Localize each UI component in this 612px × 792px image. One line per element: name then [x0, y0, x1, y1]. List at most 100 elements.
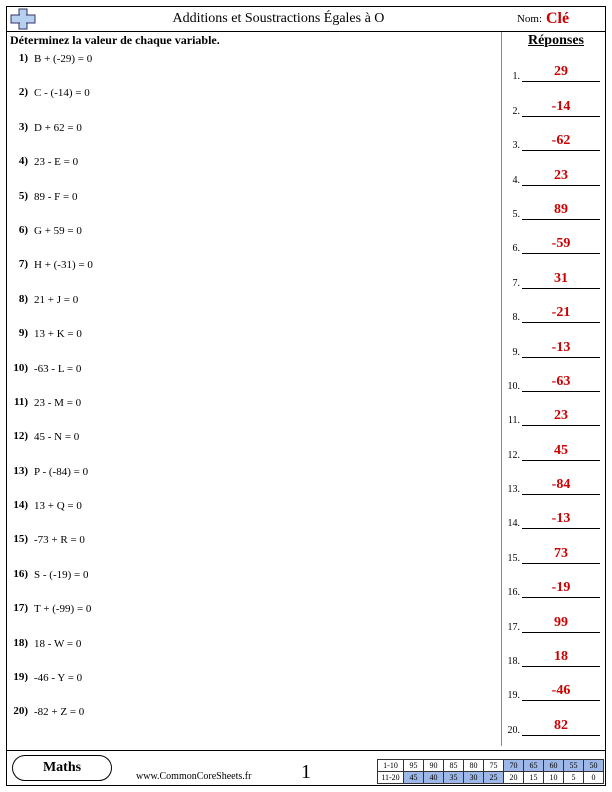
- answer-number: 18.: [506, 656, 522, 667]
- problem-equation: H + (-31) = 0: [34, 258, 93, 271]
- answer-value: -13: [522, 511, 600, 529]
- answer-number: 14.: [506, 518, 522, 529]
- problem-row: 20)-82 + Z = 0: [12, 705, 492, 739]
- problem-equation: -82 + Z = 0: [34, 705, 84, 718]
- answer-value: 23: [522, 168, 600, 186]
- site-url: www.CommonCoreSheets.fr: [136, 771, 251, 782]
- problem-row: 18)18 - W = 0: [12, 637, 492, 671]
- worksheet-header: Additions et Soustractions Égales à O No…: [6, 6, 606, 32]
- score-cell: 80: [464, 760, 484, 772]
- problem-number: 20): [12, 705, 34, 717]
- problem-row: 5)89 - F = 0: [12, 190, 492, 224]
- score-cell: 20: [504, 772, 524, 784]
- answer-number: 12.: [506, 450, 522, 461]
- score-cell: 15: [524, 772, 544, 784]
- answer-value: 18: [522, 649, 600, 667]
- answer-value: 82: [522, 718, 600, 736]
- score-cell: 90: [424, 760, 444, 772]
- problem-row: 15)-73 + R = 0: [12, 533, 492, 567]
- answer-value: -84: [522, 477, 600, 495]
- answer-number: 20.: [506, 725, 522, 736]
- score-cell: 55: [564, 760, 584, 772]
- problem-number: 11): [12, 396, 34, 408]
- score-cell: 60: [544, 760, 564, 772]
- answer-row: 10.-63: [506, 362, 600, 396]
- problem-number: 17): [12, 602, 34, 614]
- instruction-text: Déterminez la valeur de chaque variable.: [10, 33, 220, 48]
- answer-number: 4.: [506, 175, 522, 186]
- answer-row: 18.18: [506, 637, 600, 671]
- answer-number: 16.: [506, 587, 522, 598]
- problem-equation: 21 + J = 0: [34, 293, 78, 306]
- answer-row: 13.-84: [506, 465, 600, 499]
- answer-value: -13: [522, 340, 600, 358]
- answer-number: 17.: [506, 622, 522, 633]
- answer-row: 1.29: [506, 52, 600, 86]
- score-cell: 25: [484, 772, 504, 784]
- answer-value: 23: [522, 408, 600, 426]
- answer-row: 15.73: [506, 533, 600, 567]
- problem-equation: -63 - L = 0: [34, 362, 81, 375]
- answer-row: 20.82: [506, 705, 600, 739]
- score-cell: 75: [484, 760, 504, 772]
- answer-row: 7.31: [506, 258, 600, 292]
- answer-number: 1.: [506, 71, 522, 82]
- problem-equation: D + 62 = 0: [34, 121, 82, 134]
- problem-equation: T + (-99) = 0: [34, 602, 91, 615]
- problem-number: 3): [12, 121, 34, 133]
- score-cell: 65: [524, 760, 544, 772]
- problem-number: 7): [12, 258, 34, 270]
- problem-row: 17)T + (-99) = 0: [12, 602, 492, 636]
- problem-number: 1): [12, 52, 34, 64]
- problem-equation: 45 - N = 0: [34, 430, 79, 443]
- problem-equation: B + (-29) = 0: [34, 52, 92, 65]
- score-cell: 45: [404, 772, 424, 784]
- problem-number: 19): [12, 671, 34, 683]
- score-cell: 10: [544, 772, 564, 784]
- answer-row: 14.-13: [506, 499, 600, 533]
- problem-equation: S - (-19) = 0: [34, 568, 88, 581]
- answers-divider: [501, 32, 502, 746]
- problem-number: 9): [12, 327, 34, 339]
- score-cell: 5: [564, 772, 584, 784]
- problem-row: 4)23 - E = 0: [12, 155, 492, 189]
- problem-equation: P - (-84) = 0: [34, 465, 88, 478]
- score-grid: 1-109590858075706560555011-2045403530252…: [377, 759, 604, 784]
- problem-number: 2): [12, 86, 34, 98]
- problem-row: 16)S - (-19) = 0: [12, 568, 492, 602]
- answers-heading: Réponses: [528, 33, 584, 49]
- problem-row: 1)B + (-29) = 0: [12, 52, 492, 86]
- answers-list: 1.292.-143.-624.235.896.-597.318.-219.-1…: [506, 52, 600, 742]
- answer-value: 99: [522, 615, 600, 633]
- score-cell: 30: [464, 772, 484, 784]
- problem-number: 14): [12, 499, 34, 511]
- problem-number: 10): [12, 362, 34, 374]
- answer-value: -63: [522, 374, 600, 392]
- answer-row: 19.-46: [506, 671, 600, 705]
- answer-number: 10.: [506, 381, 522, 392]
- problem-equation: -73 + R = 0: [34, 533, 85, 546]
- answer-value: -59: [522, 236, 600, 254]
- problems-list: 1)B + (-29) = 02)C - (-14) = 03)D + 62 =…: [12, 52, 492, 742]
- score-cell: 0: [584, 772, 604, 784]
- problem-equation: 23 - M = 0: [34, 396, 81, 409]
- answer-value: 45: [522, 443, 600, 461]
- page-number: 1: [301, 761, 311, 784]
- score-cell: 50: [584, 760, 604, 772]
- problem-number: 4): [12, 155, 34, 167]
- problem-equation: 13 + Q = 0: [34, 499, 82, 512]
- problem-row: 14)13 + Q = 0: [12, 499, 492, 533]
- answer-value: 73: [522, 546, 600, 564]
- problem-row: 6)G + 59 = 0: [12, 224, 492, 258]
- answer-row: 17.99: [506, 602, 600, 636]
- answer-number: 2.: [506, 106, 522, 117]
- answer-row: 3.-62: [506, 121, 600, 155]
- problem-equation: 89 - F = 0: [34, 190, 77, 203]
- problem-number: 16): [12, 568, 34, 580]
- problem-equation: C - (-14) = 0: [34, 86, 90, 99]
- subject-badge: Maths: [12, 755, 112, 781]
- problem-row: 8)21 + J = 0: [12, 293, 492, 327]
- problem-row: 12)45 - N = 0: [12, 430, 492, 464]
- name-value: Clé: [546, 10, 606, 28]
- answer-row: 8.-21: [506, 293, 600, 327]
